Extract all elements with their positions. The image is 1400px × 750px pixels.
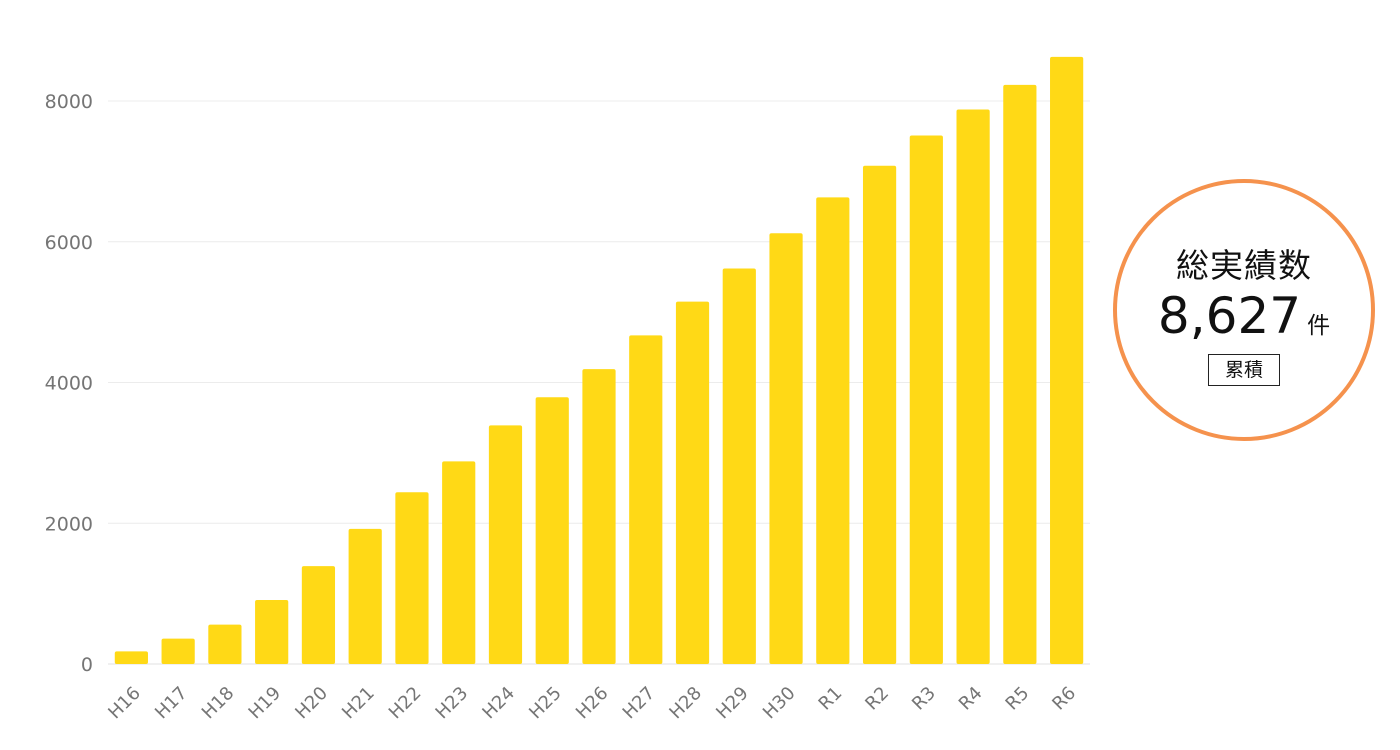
x-tick-label-H25: H25 xyxy=(525,683,566,724)
bar-H24 xyxy=(488,425,523,664)
x-tick-label-R4: R4 xyxy=(955,683,987,715)
x-tick-label-H19: H19 xyxy=(245,683,286,724)
bar-H22 xyxy=(395,492,429,664)
bar-H28 xyxy=(675,301,710,664)
bar-H30 xyxy=(769,233,803,664)
bar-H17 xyxy=(161,638,195,664)
bar-R1 xyxy=(816,197,850,664)
bar-H20 xyxy=(301,566,336,664)
x-tick-label-R3: R3 xyxy=(908,683,940,715)
bar-R6 xyxy=(1050,56,1084,664)
x-tick-label-H26: H26 xyxy=(572,683,613,724)
summary-value: 8,627 xyxy=(1157,287,1302,345)
x-tick-label-H20: H20 xyxy=(291,683,332,724)
x-tick-label-R6: R6 xyxy=(1048,683,1080,715)
x-tick-label-H18: H18 xyxy=(198,683,239,724)
x-tick-label-H27: H27 xyxy=(619,683,660,724)
bar-R5 xyxy=(1003,84,1037,665)
y-tick-label: 4000 xyxy=(45,373,93,395)
x-tick-label-H22: H22 xyxy=(385,683,426,724)
y-tick-label: 6000 xyxy=(45,232,93,254)
x-tick-label-H28: H28 xyxy=(665,683,706,724)
bar-H27 xyxy=(629,335,663,664)
bar-R3 xyxy=(909,135,943,664)
bar-H21 xyxy=(348,528,382,664)
bar-H16 xyxy=(114,651,148,664)
x-tick-label-H24: H24 xyxy=(478,683,519,724)
x-tick-label-R1: R1 xyxy=(815,683,847,715)
y-tick-label: 8000 xyxy=(45,91,93,113)
bar-layer xyxy=(114,56,1084,665)
x-tick-label-H17: H17 xyxy=(151,683,192,724)
x-tick-label-R2: R2 xyxy=(861,683,893,715)
x-tick-label-H16: H16 xyxy=(104,683,145,724)
x-tick-label-R5: R5 xyxy=(1002,683,1034,715)
x-tick-label-H29: H29 xyxy=(712,683,753,724)
x-tick-label-H23: H23 xyxy=(432,683,473,724)
summary-tag: 累積 xyxy=(1207,354,1281,386)
x-tick-label-H30: H30 xyxy=(759,683,800,724)
bar-H23 xyxy=(442,461,476,664)
y-axis-ticks: 0 2000 4000 6000 8000 xyxy=(45,91,93,676)
x-axis-ticks: H16 H17 H18 H19 H20 H21 H22 H23 H24 H25 H26 H27 H28 H… xyxy=(104,683,1080,724)
summary-value-row: 8,627 件 xyxy=(1117,287,1371,345)
bar-H25 xyxy=(535,397,569,664)
bar-H19 xyxy=(255,599,289,664)
total-summary-badge: 総実績数 8,627 件 累積 xyxy=(1113,179,1375,441)
summary-title: 総実績数 xyxy=(1176,246,1312,285)
bar-R2 xyxy=(862,165,897,664)
x-tick-label-H21: H21 xyxy=(338,683,379,724)
bar-H26 xyxy=(582,369,616,664)
bar-H18 xyxy=(208,624,242,664)
summary-unit: 件 xyxy=(1307,313,1331,339)
y-tick-label: 2000 xyxy=(45,513,93,535)
bar-R4 xyxy=(956,109,990,664)
bar-H29 xyxy=(722,268,756,664)
y-tick-label: 0 xyxy=(81,654,93,676)
